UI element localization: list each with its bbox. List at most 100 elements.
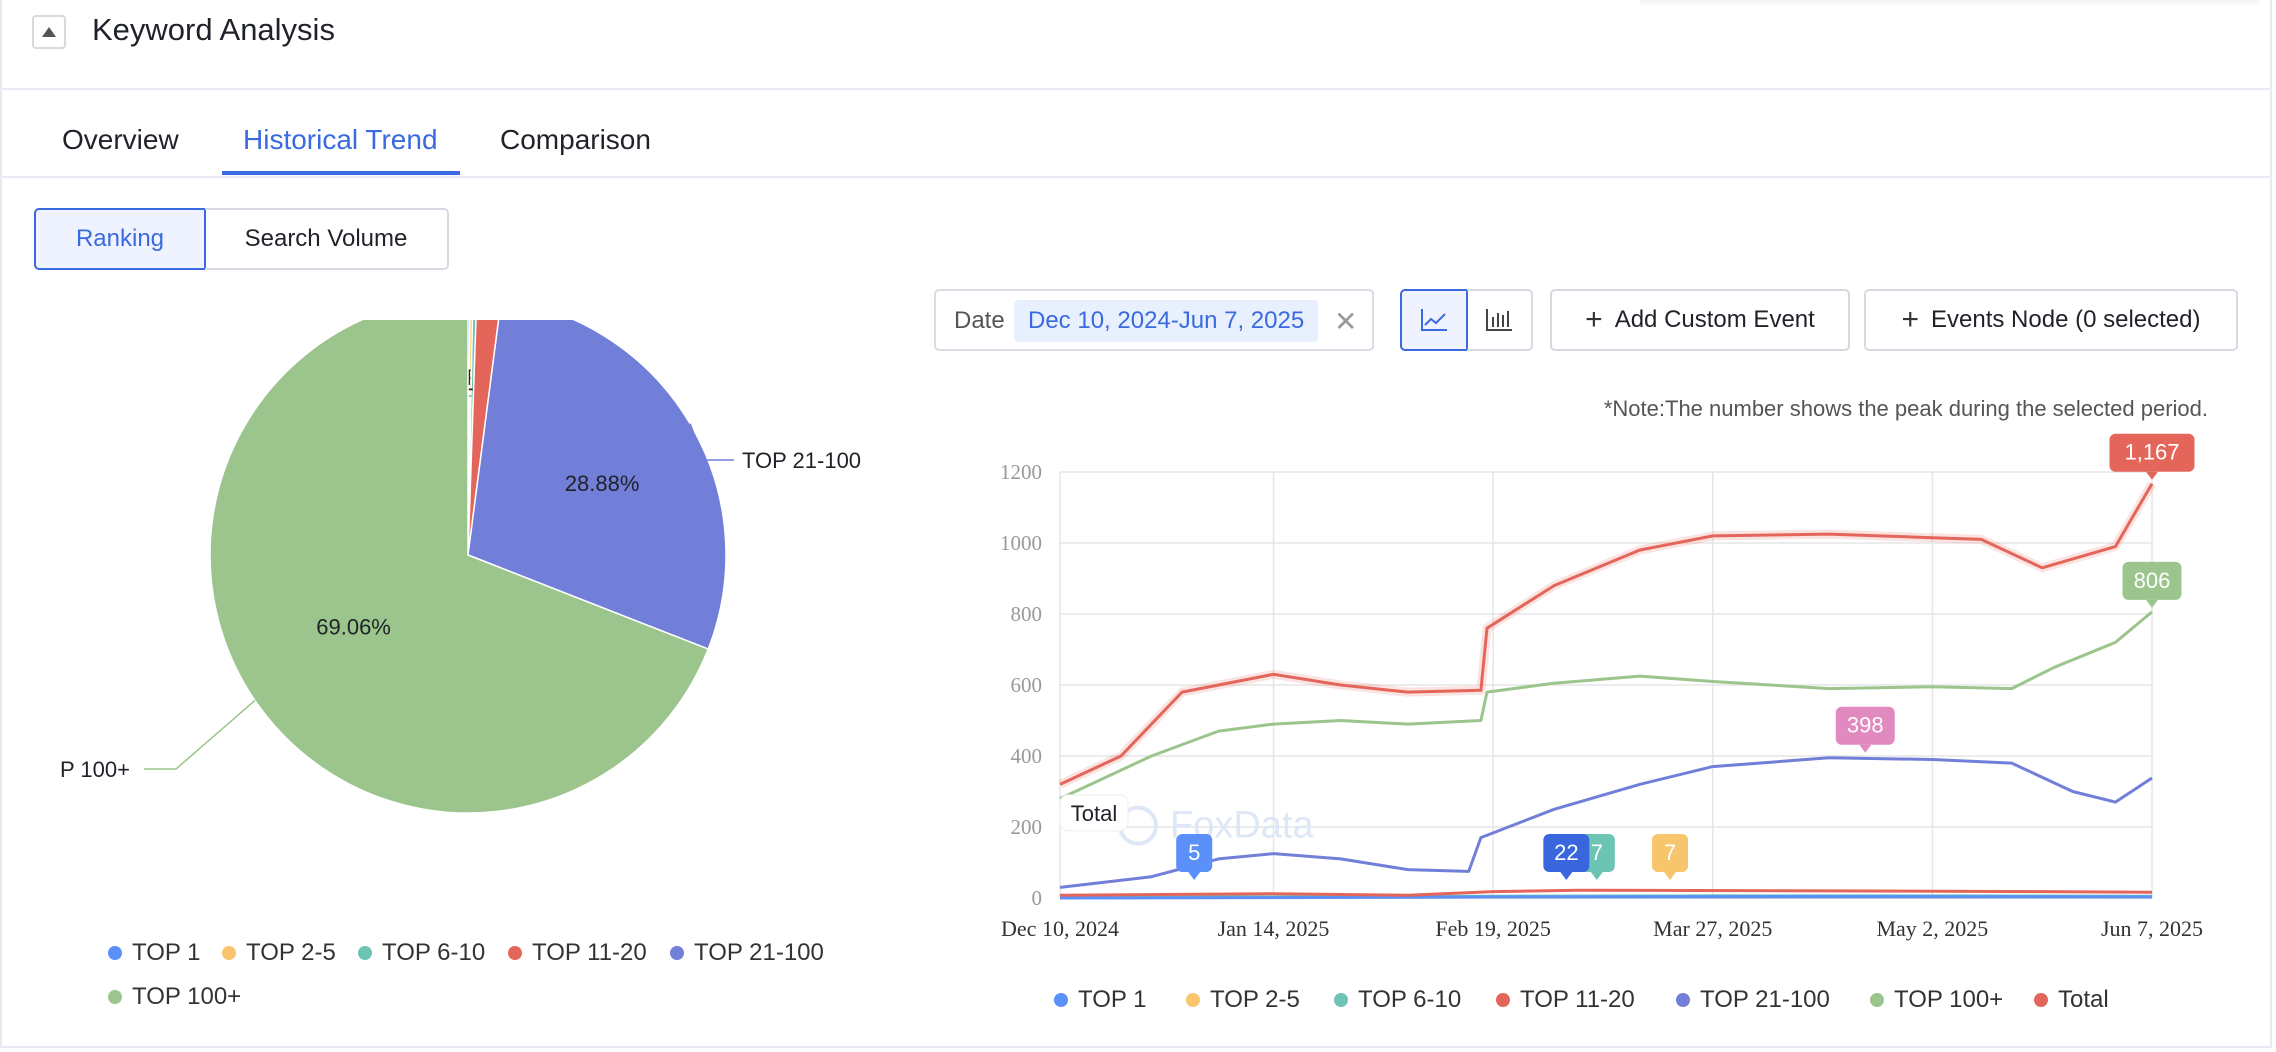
- peak-value-top-11-20: 22: [1554, 840, 1578, 865]
- y-tick-label: 1000: [1000, 531, 1042, 555]
- pie-leader-top-21-100: [689, 423, 734, 461]
- peak-badge-top-11-20: 22: [1543, 834, 1590, 880]
- pie-label-top-100plus: TOP 100+: [60, 757, 130, 782]
- peak-value-top-2-5: 7: [1664, 840, 1676, 865]
- legend-label: TOP 6-10: [382, 939, 486, 966]
- legend-label: TOP 11-20: [532, 939, 647, 966]
- peak-badge-total: 1,167: [2109, 433, 2195, 480]
- peak-value-top-1: 5: [1188, 840, 1200, 865]
- legend-dot-icon: [1334, 993, 1348, 1007]
- peak-badge-top-21-100: 398: [1835, 706, 1895, 753]
- legend-dot-icon: [670, 946, 684, 960]
- legend-label: TOP 2-5: [1210, 986, 1300, 1013]
- total-tooltip: Total: [1059, 794, 1129, 832]
- pie-legend-top-21-100[interactable]: TOP 21-100: [670, 939, 824, 967]
- legend-dot-icon: [1496, 993, 1510, 1007]
- plus-icon: +: [1901, 303, 1920, 336]
- date-range-picker[interactable]: Date Dec 10, 2024-Jun 7, 2025 ✕: [934, 289, 1374, 351]
- legend-dot-icon: [108, 946, 122, 960]
- legend-dot-icon: [1870, 993, 1884, 1007]
- bar-chart-view-button[interactable]: [1467, 289, 1533, 351]
- y-tick-label: 600: [1011, 673, 1043, 697]
- x-tick-label: Mar 27, 2025: [1653, 916, 1772, 941]
- line-legend-top-6-10[interactable]: TOP 6-10: [1334, 986, 1461, 1014]
- series-line-top-1[interactable]: [1059, 895, 2153, 900]
- line-legend-total[interactable]: Total: [2034, 986, 2109, 1014]
- legend-dot-icon: [1186, 993, 1200, 1007]
- legend-label: TOP 21-100: [694, 939, 824, 966]
- line-chart-view-button[interactable]: [1400, 289, 1468, 351]
- peak-badge-top-2-5: 7: [1652, 834, 1689, 880]
- x-tick-label: Jun 7, 2025: [2101, 916, 2203, 941]
- y-tick-label: 200: [1011, 815, 1043, 839]
- add-custom-event-button[interactable]: + Add Custom Event: [1550, 289, 1850, 351]
- panel-header: Keyword Analysis: [0, 0, 2272, 90]
- series-line-top-100plus[interactable]: [1059, 610, 2153, 800]
- legend-label: Total: [2058, 986, 2109, 1013]
- legend-label: TOP 11-20: [1520, 986, 1635, 1013]
- x-tick-label: Dec 10, 2024: [1001, 916, 1119, 941]
- tab-overview[interactable]: Overview: [62, 124, 179, 155]
- pie-legend-top-2-5[interactable]: TOP 2-5: [222, 939, 336, 967]
- x-tick-label: Jan 14, 2025: [1218, 916, 1330, 941]
- series-line-total[interactable]: [1059, 482, 2154, 786]
- pie-slice-top-100plus[interactable]: [209, 320, 710, 814]
- peak-value-top-100plus: 806: [2134, 568, 2171, 593]
- series-line-top-11-20[interactable]: [1059, 888, 2153, 897]
- plus-icon: +: [1585, 303, 1603, 336]
- peak-value-top-21-100: 398: [1847, 713, 1884, 738]
- tab-historical-trend[interactable]: Historical Trend: [243, 124, 438, 155]
- pie-legend-top-11-20[interactable]: TOP 11-20: [508, 939, 647, 967]
- x-tick-label: May 2, 2025: [1876, 916, 1988, 941]
- pie-legend-top-6-10[interactable]: TOP 6-10: [358, 939, 485, 967]
- pie-percent-top-21-100: 28.88%: [565, 471, 640, 496]
- clear-date-icon[interactable]: ✕: [1334, 306, 1358, 337]
- tooltip-label: Total: [1071, 801, 1117, 826]
- y-tick-label: 400: [1011, 744, 1043, 768]
- tab-comparison[interactable]: Comparison: [500, 124, 651, 155]
- peak-value-top-6-10: 7: [1591, 840, 1603, 865]
- ranking-toggle[interactable]: Ranking: [34, 208, 206, 270]
- pie-percent-top-100plus: 69.06%: [316, 614, 391, 639]
- events-node-button[interactable]: + Events Node (0 selected): [1864, 289, 2238, 351]
- pie-legend-top-100plus[interactable]: TOP 100+: [108, 983, 241, 1011]
- legend-dot-icon: [108, 990, 122, 1004]
- bar-chart-icon: [1486, 309, 1512, 331]
- line-legend-top-1[interactable]: TOP 1: [1054, 986, 1146, 1014]
- legend-label: TOP 2-5: [246, 939, 336, 966]
- legend-label: TOP 100+: [1894, 986, 2004, 1013]
- historical-trend-line-chart: 0 200 400 600 800 1000 1200 Dec 10, 2024 Jan 14,…: [1000, 433, 2203, 941]
- legend-dot-icon: [1676, 993, 1690, 1007]
- y-tick-label: 1200: [1000, 460, 1042, 484]
- date-label: Date: [954, 307, 1005, 334]
- legend-dot-icon: [2034, 993, 2048, 1007]
- line-legend-top-2-5[interactable]: TOP 2-5: [1186, 986, 1300, 1014]
- pie-slice-top-11-20[interactable]: [467, 320, 501, 556]
- legend-label: TOP 1: [1078, 986, 1147, 1013]
- series-line-top-21-100[interactable]: [1059, 756, 2153, 889]
- date-range-value[interactable]: Dec 10, 2024-Jun 7, 2025: [1014, 300, 1319, 342]
- line-legend-top-100plus[interactable]: TOP 100+: [1870, 986, 2003, 1014]
- pie-legend-top-1[interactable]: TOP 1: [108, 939, 200, 967]
- pie-slice-top-2-5[interactable]: [467, 320, 474, 556]
- line-legend-top-11-20[interactable]: TOP 11-20: [1496, 986, 1635, 1014]
- peak-badge-top-1: 5: [1176, 834, 1213, 880]
- line-chart-icon: [1421, 309, 1447, 331]
- search-volume-toggle[interactable]: Search Volume: [205, 208, 449, 270]
- peak-value-total: 1,167: [2124, 440, 2179, 465]
- legend-dot-icon: [508, 946, 522, 960]
- collapse-toggle-button[interactable]: [32, 15, 66, 49]
- y-tick-label: 0: [1032, 886, 1043, 910]
- legend-label: TOP 6-10: [1358, 986, 1462, 1013]
- line-legend-top-21-100[interactable]: TOP 21-100: [1676, 986, 1830, 1014]
- top-shadow: [1640, 0, 2260, 6]
- events-node-label: Events Node (0 selected): [1931, 306, 2201, 333]
- page-title: Keyword Analysis: [92, 12, 335, 47]
- peak-note: *Note:The number shows the peak during t…: [1603, 396, 2208, 421]
- active-tab-indicator: [222, 171, 460, 175]
- legend-label: TOP 21-100: [1700, 986, 1830, 1013]
- legend-dot-icon: [358, 946, 372, 960]
- y-tick-label: 800: [1011, 602, 1043, 626]
